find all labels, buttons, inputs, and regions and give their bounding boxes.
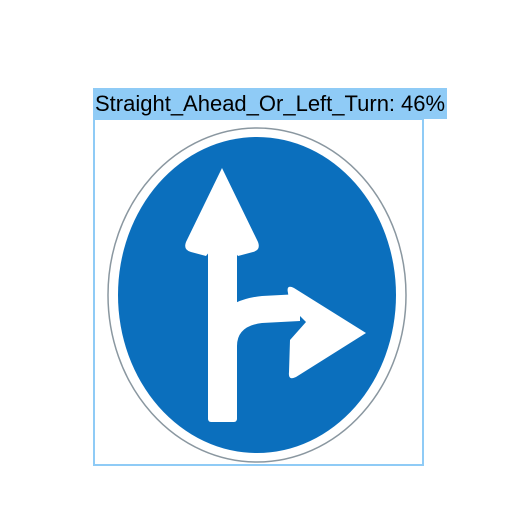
detection-class-label: Straight_Ahead_Or_Left_Turn: (95, 91, 396, 116)
detection-label: Straight_Ahead_Or_Left_Turn: 46% (93, 88, 448, 119)
straight-ahead-or-turn-arrow-icon (185, 168, 366, 422)
sign-blue-disc (118, 137, 396, 453)
detection-confidence: 46% (401, 91, 446, 116)
detection-bounding-box (93, 118, 424, 466)
